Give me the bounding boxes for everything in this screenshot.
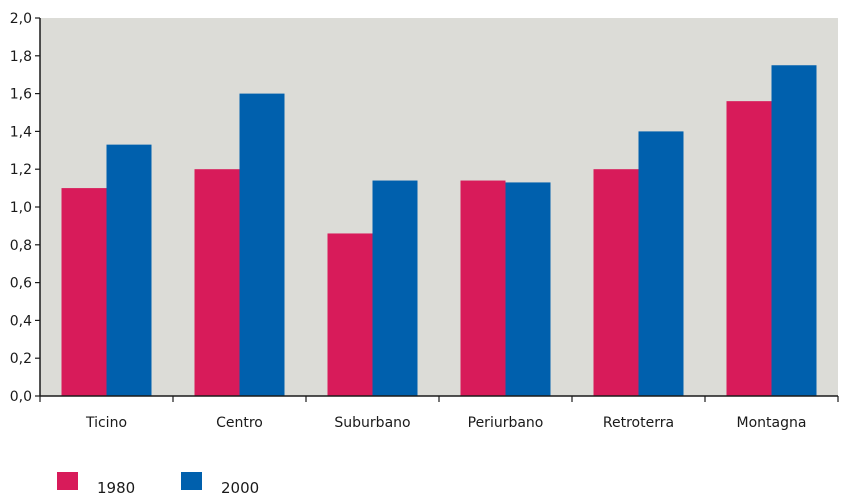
y-tick-label: 0,2 (10, 351, 32, 367)
legend-label-1980: 1980 (97, 479, 135, 497)
bar-suburbano-2000 (372, 180, 418, 396)
bar-centro-1980 (194, 169, 240, 396)
y-tick-label: 1,2 (10, 162, 32, 178)
bar-centro-2000 (239, 93, 285, 396)
x-category-label: Montagna (737, 415, 807, 431)
y-tick-label: 1,0 (10, 200, 32, 216)
x-category-label: Suburbano (334, 415, 410, 431)
bar-periurbano-2000 (505, 182, 551, 396)
x-axis-categories: Ticino Centro Suburbano Periurbano Retroterr… (39, 396, 839, 431)
y-tick-label: 1,6 (10, 87, 32, 103)
y-axis-ticks: 0,0 0,2 0,4 0,6 0,8 1,0 1,2 1,4 1,6 1,8 2,0 (10, 11, 40, 405)
y-tick-label: 0,4 (10, 313, 32, 329)
bar-ticino-2000 (106, 144, 152, 396)
y-tick-label: 1,8 (10, 49, 32, 65)
bar-retroterra-2000 (638, 131, 684, 396)
y-tick-label: 2,0 (10, 11, 32, 27)
legend-swatch-2000 (181, 472, 202, 490)
legend-label-2000: 2000 (221, 479, 259, 497)
y-tick-label: 0,8 (10, 238, 32, 254)
bar-retroterra-1980 (593, 169, 639, 396)
y-tick-label: 0,6 (10, 276, 32, 292)
bar-montagna-2000 (771, 65, 817, 396)
x-category-label: Centro (216, 415, 263, 431)
legend: 1980 2000 (57, 472, 259, 497)
bar-ticino-1980 (61, 188, 107, 396)
x-category-label: Retroterra (603, 415, 674, 431)
y-tick-label: 1,4 (10, 124, 32, 140)
legend-swatch-1980 (57, 472, 78, 490)
bar-periurbano-1980 (460, 180, 506, 396)
bar-montagna-1980 (726, 101, 772, 396)
x-category-label: Ticino (85, 415, 127, 431)
x-category-label: Periurbano (468, 415, 544, 431)
bars (61, 65, 817, 396)
plot-background (40, 18, 838, 396)
bar-suburbano-1980 (327, 233, 373, 396)
y-tick-label: 0,0 (10, 389, 32, 405)
